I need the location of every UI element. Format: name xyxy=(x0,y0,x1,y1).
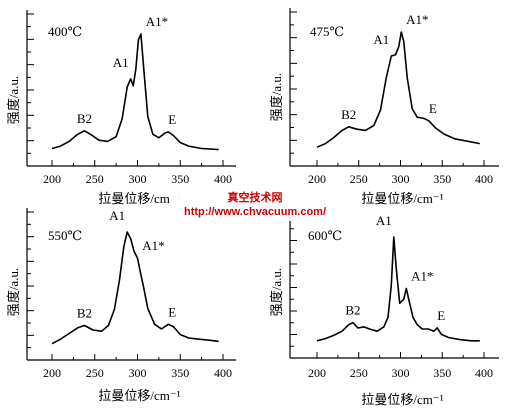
x-tick-label: 200 xyxy=(308,366,326,380)
peak-label: B2 xyxy=(77,305,92,320)
x-tick-label: 200 xyxy=(43,172,61,186)
y-axis-label: 强度/a.u. xyxy=(6,76,21,124)
x-tick-label: 300 xyxy=(129,172,147,186)
peak-label: A1 xyxy=(373,32,389,47)
x-axis-label: 拉曼位移/cm⁻¹ xyxy=(98,388,180,403)
peak-label: A1 xyxy=(109,208,125,223)
spectrum-line xyxy=(316,236,480,342)
x-tick-label: 400 xyxy=(214,366,232,380)
x-tick-label: 400 xyxy=(214,172,232,186)
spectrum-line xyxy=(316,31,480,148)
chart-panel-1: 200 250 300 350 400 B2 A1 A1* E 400℃ 拉曼位移/cm⁻¹ 强度/a… xyxy=(6,10,236,206)
chart-panel-3: 200 250 300 350 400 B2 A1 A1* E 550℃ 拉曼位移/cm⁻¹ 强度/a… xyxy=(6,208,236,403)
y-axis-label: 强度/a.u. xyxy=(269,268,284,316)
x-tick-label: 300 xyxy=(392,172,410,186)
panel-title: 475℃ xyxy=(310,24,344,39)
peak-label: A1* xyxy=(142,238,164,253)
peak-label: A1 xyxy=(113,55,129,70)
x-tick-label: 200 xyxy=(308,172,326,186)
x-tick-label: 300 xyxy=(392,366,410,380)
peak-label: B2 xyxy=(341,107,356,122)
peak-label: E xyxy=(168,112,176,127)
x-tick-label: 250 xyxy=(86,172,104,186)
peak-label: B2 xyxy=(77,111,92,126)
peak-label: E xyxy=(437,308,445,323)
watermark-url: http://www.chvacuum.com/ xyxy=(184,206,326,218)
spectrum-line xyxy=(51,231,219,345)
y-axis-label: 强度/a.u. xyxy=(269,73,284,121)
x-tick-label: 250 xyxy=(86,366,104,380)
x-axis-label: 拉曼位移/cm⁻¹ xyxy=(98,191,180,206)
panel-title: 400℃ xyxy=(48,24,82,39)
x-tick-label: 250 xyxy=(350,366,368,380)
peak-label: A1 xyxy=(376,213,392,228)
watermark-title: 真空技术网 xyxy=(227,192,283,204)
x-tick-label: 200 xyxy=(43,366,61,380)
x-axis-label: 拉曼位移/cm⁻¹ xyxy=(361,191,443,206)
chart-panel-4: 200 250 300 350 400 B2 A1 A1* E 600℃ 拉曼位移/cm⁻¹ 强度/a… xyxy=(269,213,499,407)
spectrum-line xyxy=(51,33,219,151)
x-tick-label: 400 xyxy=(475,366,493,380)
x-tick-label: 350 xyxy=(171,366,189,380)
peak-label: A1* xyxy=(411,268,433,283)
x-tick-label: 350 xyxy=(171,172,189,186)
y-axis-label: 强度/a.u. xyxy=(6,268,21,316)
panel-title: 600℃ xyxy=(308,228,342,243)
x-tick-label: 350 xyxy=(433,366,451,380)
watermark: 真空技术网 http://www.chvacuum.com/ xyxy=(170,191,340,221)
peak-label: E xyxy=(429,101,437,116)
x-tick-label: 250 xyxy=(350,172,368,186)
peak-label: B2 xyxy=(345,303,360,318)
panel-title: 550℃ xyxy=(48,228,82,243)
peak-label: E xyxy=(168,304,176,319)
chart-panel-2: 200 250 300 350 400 B2 A1 A1* E 475℃ 拉曼位移/cm⁻¹ 强度/a… xyxy=(269,8,499,206)
peak-label: A1* xyxy=(146,14,168,29)
x-tick-label: 400 xyxy=(475,172,493,186)
peak-label: A1* xyxy=(406,12,428,27)
x-axis-label: 拉曼位移/cm⁻¹ xyxy=(361,392,443,407)
x-tick-label: 300 xyxy=(129,366,147,380)
x-tick-label: 350 xyxy=(433,172,451,186)
